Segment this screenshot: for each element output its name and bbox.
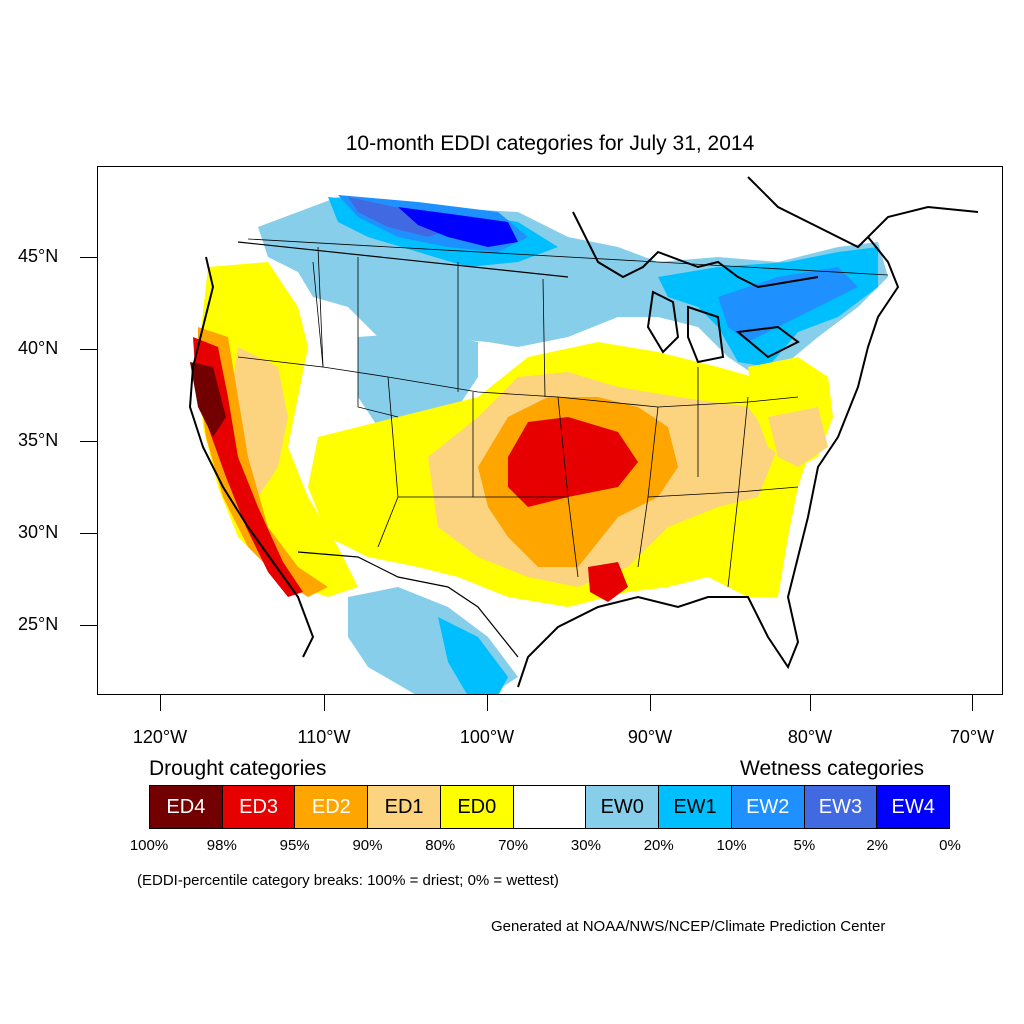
dry-region-west-ed4 [190, 362, 226, 437]
lon-label-110: 110°W [297, 727, 351, 747]
legend-box-ed4: ED4 [150, 786, 223, 828]
lat-label-30: 30°N [18, 522, 59, 542]
coastlines [188, 176, 979, 688]
legend-box-ew1: EW1 [659, 786, 732, 828]
lon-tick [487, 695, 488, 711]
lon-label-90: 90°W [627, 727, 673, 747]
lat-tick [80, 257, 97, 258]
wet-region-north-ew4 [398, 207, 518, 247]
legend-box-ed3: ED3 [222, 786, 296, 828]
lon-label-100: 100°W [459, 727, 515, 747]
lon-tick [810, 695, 811, 711]
lat-tick [80, 533, 97, 534]
dry-region-central-ed3 [508, 417, 638, 507]
lon-label-120: 120°W [132, 727, 188, 747]
lat-tick [80, 625, 97, 626]
lon-tick [160, 695, 161, 711]
legend-box-ew2: EW2 [731, 786, 805, 828]
drought-categories-title: Drought categories [149, 757, 327, 780]
break-label: 95% [279, 837, 310, 854]
category-legend: ED4 ED3 ED2 ED1 ED0 EW0 EW1 EW2 EW3 EW4 [149, 785, 950, 829]
break-label: 2% [866, 837, 889, 854]
wet-region-texas-ew1 [438, 617, 508, 694]
break-label: 30% [570, 837, 601, 854]
lon-tick [972, 695, 973, 711]
legend-box-ed1: ED1 [368, 786, 441, 828]
lat-label-45: 45°N [18, 246, 59, 266]
wet-region-lakes-ew2 [718, 267, 858, 342]
eddi-map [188, 176, 979, 694]
break-label: 10% [716, 837, 747, 854]
legend-box-ew3: EW3 [804, 786, 878, 828]
break-label: 20% [643, 837, 674, 854]
lon-label-80: 80°W [787, 727, 833, 747]
break-label: 100% [129, 837, 169, 854]
map-panel [97, 166, 1003, 695]
lat-label-40: 40°N [18, 338, 59, 358]
legend-box-ed0: ED0 [440, 786, 514, 828]
credit-text: Generated at NOAA/NWS/NCEP/Climate Predi… [491, 918, 886, 935]
wetness-categories-title: Wetness categories [740, 757, 925, 780]
lon-label-70: 70°W [949, 727, 995, 747]
category-note: (EDDI-percentile category breaks: 100% =… [137, 872, 559, 889]
dry-region-west-ed2 [198, 327, 328, 597]
lat-tick [80, 349, 97, 350]
lon-tick [324, 695, 325, 711]
lat-label-25: 25°N [18, 614, 59, 634]
break-label: 80% [425, 837, 456, 854]
legend-box-ew0: EW0 [586, 786, 660, 828]
break-label: 90% [352, 837, 383, 854]
break-label: 98% [206, 837, 237, 854]
lat-label-35: 35°N [18, 430, 59, 450]
legend-box-neutral [513, 786, 587, 828]
map-title: 10-month EDDI categories for July 31, 20… [345, 132, 755, 155]
break-label: 70% [498, 837, 529, 854]
dry-region-gulf-ed3 [588, 562, 628, 602]
break-label: 5% [793, 837, 816, 854]
dry-region-east-ed1 [768, 407, 828, 467]
state-boundaries [237, 238, 889, 588]
canada-mexico-border [237, 241, 569, 658]
legend-box-ed2: ED2 [295, 786, 369, 828]
break-label: 0% [939, 837, 961, 854]
lon-tick [650, 695, 651, 711]
lat-tick [80, 441, 97, 442]
legend-box-ew4: EW4 [877, 786, 950, 828]
